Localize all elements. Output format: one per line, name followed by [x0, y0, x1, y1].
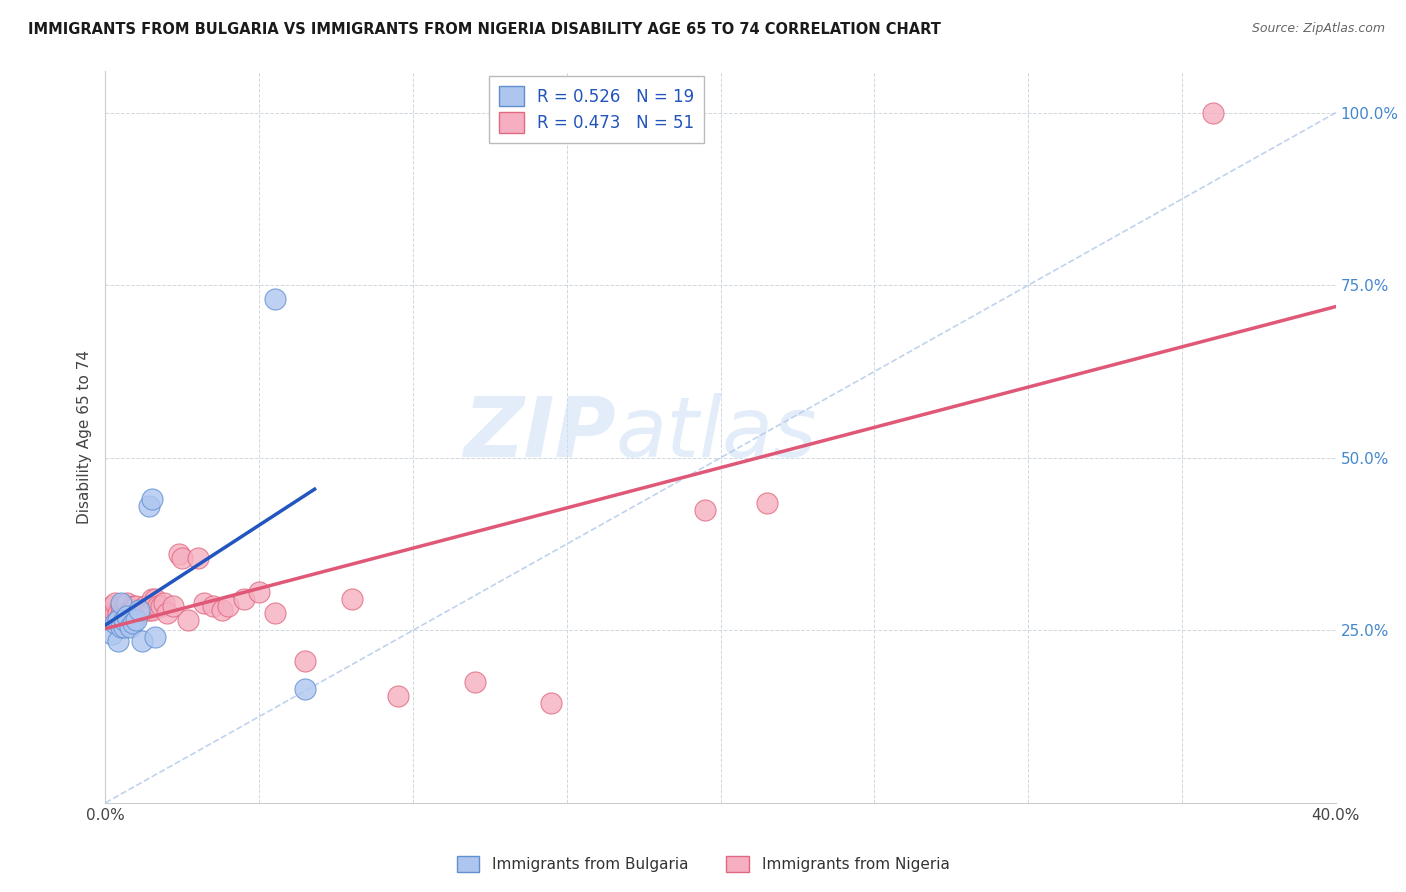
- Point: [138, 602, 160, 616]
- Point: [115, 602, 138, 616]
- Point: [120, 606, 141, 620]
- Point: [141, 492, 163, 507]
- Point: [755, 495, 778, 509]
- Point: [695, 502, 717, 516]
- Point: [125, 613, 148, 627]
- Y-axis label: Disability Age 65 to 74: Disability Age 65 to 74: [77, 350, 93, 524]
- Text: Source: ZipAtlas.com: Source: ZipAtlas.com: [1251, 22, 1385, 36]
- Legend: Immigrants from Bulgaria, Immigrants from Nigeria: Immigrants from Bulgaria, Immigrants fro…: [449, 848, 957, 880]
- Point: [177, 613, 200, 627]
- Point: [149, 599, 172, 614]
- Point: [540, 696, 562, 710]
- Point: [115, 599, 138, 614]
- Point: [172, 550, 194, 565]
- Point: [247, 585, 270, 599]
- Point: [218, 599, 240, 614]
- Point: [107, 606, 129, 620]
- Point: [122, 602, 145, 616]
- Point: [107, 613, 129, 627]
- Point: [143, 592, 166, 607]
- Point: [138, 499, 160, 513]
- Point: [134, 599, 156, 614]
- Point: [100, 606, 122, 620]
- Point: [104, 616, 127, 631]
- Point: [112, 620, 135, 634]
- Point: [141, 592, 163, 607]
- Point: [340, 592, 363, 607]
- Point: [122, 616, 145, 631]
- Point: [202, 599, 225, 614]
- Point: [156, 606, 179, 620]
- Point: [110, 606, 132, 620]
- Point: [294, 681, 316, 696]
- Point: [107, 613, 129, 627]
- Point: [263, 292, 285, 306]
- Point: [112, 606, 135, 620]
- Point: [464, 675, 486, 690]
- Point: [100, 626, 122, 640]
- Point: [263, 606, 285, 620]
- Point: [232, 592, 254, 607]
- Point: [141, 602, 163, 616]
- Point: [122, 599, 145, 614]
- Point: [112, 613, 135, 627]
- Point: [104, 596, 127, 610]
- Point: [1201, 105, 1223, 120]
- Text: atlas: atlas: [616, 392, 818, 474]
- Point: [187, 550, 209, 565]
- Point: [128, 602, 150, 616]
- Point: [120, 620, 141, 634]
- Point: [143, 630, 166, 644]
- Point: [153, 596, 176, 610]
- Point: [387, 689, 409, 703]
- Legend: R = 0.526   N = 19, R = 0.473   N = 51: R = 0.526 N = 19, R = 0.473 N = 51: [489, 76, 704, 143]
- Text: ZIP: ZIP: [464, 392, 616, 474]
- Point: [125, 609, 148, 624]
- Point: [110, 620, 132, 634]
- Point: [100, 599, 122, 614]
- Point: [110, 599, 132, 614]
- Point: [125, 599, 148, 614]
- Point: [193, 596, 215, 610]
- Point: [131, 633, 153, 648]
- Point: [131, 602, 153, 616]
- Point: [110, 596, 132, 610]
- Point: [211, 602, 233, 616]
- Point: [120, 602, 141, 616]
- Point: [115, 596, 138, 610]
- Point: [107, 633, 129, 648]
- Point: [97, 606, 120, 620]
- Point: [128, 606, 150, 620]
- Point: [146, 599, 169, 614]
- Point: [115, 609, 138, 624]
- Point: [294, 654, 316, 668]
- Text: IMMIGRANTS FROM BULGARIA VS IMMIGRANTS FROM NIGERIA DISABILITY AGE 65 TO 74 CORR: IMMIGRANTS FROM BULGARIA VS IMMIGRANTS F…: [28, 22, 941, 37]
- Point: [112, 599, 135, 614]
- Point: [169, 548, 191, 562]
- Point: [104, 606, 127, 620]
- Point: [162, 599, 184, 614]
